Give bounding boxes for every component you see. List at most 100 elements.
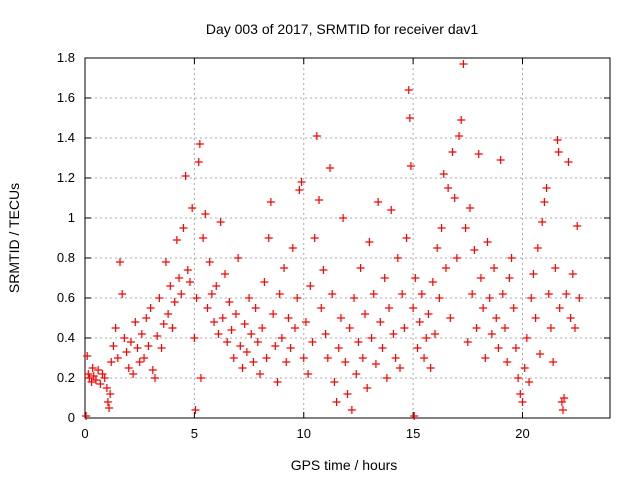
data-point [350, 294, 359, 302]
data-point [273, 378, 282, 386]
data-point [441, 264, 450, 272]
data-point [295, 186, 304, 194]
data-point [487, 330, 496, 338]
data-point [527, 294, 536, 302]
data-point [503, 358, 512, 366]
data-point [461, 224, 470, 232]
gridlines [84, 57, 610, 419]
y-tick-label: 1.8 [57, 50, 75, 65]
data-point [286, 344, 295, 352]
data-point [231, 310, 240, 318]
data-point [398, 290, 407, 298]
plot-frame [84, 57, 611, 419]
y-tick-label: 0.8 [57, 250, 75, 265]
data-point [571, 324, 579, 332]
data-point [374, 198, 383, 206]
data-point [529, 270, 538, 278]
data-point [170, 298, 179, 306]
data-point [126, 338, 135, 346]
data-point [420, 354, 429, 362]
data-point [568, 270, 577, 278]
data-point [472, 324, 481, 332]
data-point [446, 314, 455, 322]
data-point [520, 364, 529, 372]
data-point [196, 374, 205, 382]
data-point [347, 406, 356, 414]
data-point [457, 116, 466, 124]
x-tick-label: 10 [297, 426, 311, 441]
data-point [332, 398, 341, 406]
data-point [301, 318, 310, 326]
data-point [242, 348, 251, 356]
data-point [385, 304, 394, 312]
x-tick-label: 0 [81, 426, 88, 441]
data-point [328, 290, 337, 298]
data-point [131, 318, 140, 326]
data-point [396, 364, 404, 372]
x-tick-labels: 0 5 10 15 20 [81, 426, 529, 441]
data-point [566, 314, 575, 322]
data-point [84, 370, 93, 378]
data-point [148, 366, 157, 374]
data-point [514, 374, 523, 382]
data-point [411, 274, 420, 282]
data-point [100, 374, 109, 382]
y-tick-label: 1.6 [57, 90, 75, 105]
data-point [166, 282, 175, 290]
data-point [183, 266, 192, 274]
data-point [277, 334, 286, 342]
data-point [400, 324, 409, 332]
data-point [549, 358, 558, 366]
data-point [336, 314, 345, 322]
data-point [299, 354, 308, 362]
data-point [122, 348, 131, 356]
data-point [439, 170, 448, 178]
data-point [402, 234, 411, 242]
data-point [546, 324, 555, 332]
data-point [155, 294, 164, 302]
data-point [363, 384, 372, 392]
data-point [89, 372, 98, 380]
data-point [210, 318, 219, 326]
data-point [144, 342, 153, 350]
data-point [113, 354, 122, 362]
data-point [225, 298, 234, 306]
data-point [275, 290, 284, 298]
data-point [555, 304, 564, 312]
data-point [245, 294, 254, 302]
data-point [553, 136, 562, 144]
data-point [199, 234, 208, 242]
data-point [181, 172, 190, 180]
data-point [83, 352, 92, 360]
data-point [490, 264, 499, 272]
data-point [494, 344, 503, 352]
data-point [575, 294, 584, 302]
data-point [258, 324, 267, 332]
data-point [105, 404, 114, 412]
y-tick-label: 0.6 [57, 290, 75, 305]
data-point [367, 334, 376, 342]
data-point [354, 338, 363, 346]
data-point [253, 338, 262, 346]
y-tick-label: 1.2 [57, 170, 75, 185]
data-point [562, 290, 571, 298]
data-point [426, 364, 435, 372]
data-point [195, 140, 204, 148]
data-point [153, 332, 162, 340]
data-point [137, 330, 146, 338]
data-point [271, 342, 280, 350]
y-tick-label: 1.4 [57, 130, 75, 145]
data-point [554, 148, 563, 156]
y-axis-label: SRMTID / TECUs [6, 183, 22, 293]
data-point [172, 236, 181, 244]
data-point [179, 224, 188, 232]
data-point [404, 86, 413, 94]
data-point [431, 330, 439, 338]
data-point [192, 294, 201, 302]
data-point [323, 354, 332, 362]
y-tick-label: 0 [68, 410, 75, 425]
data-point [223, 338, 232, 346]
data-point [341, 358, 350, 366]
data-point [214, 330, 223, 338]
